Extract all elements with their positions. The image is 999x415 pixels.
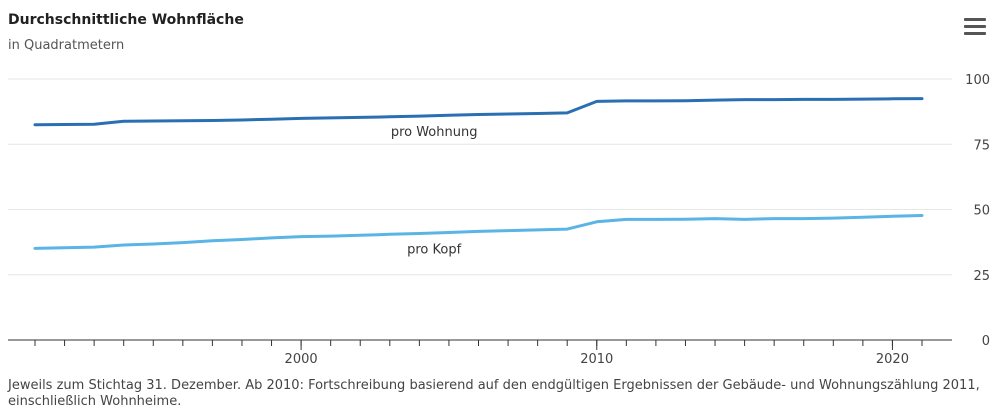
y-tick-label-75: 75: [973, 138, 990, 153]
x-tick-label-2000: 2000: [285, 352, 318, 367]
line-chart: 2000 2010 2020 0 25 50 75 100 pro Wohnung pro K…: [8, 73, 990, 367]
series-line-pro-wohnung: [33, 97, 924, 127]
footnote: Jeweils zum Stichtag 31. Dezember. Ab 20…: [8, 378, 980, 409]
series-line-pro-kopf: [33, 214, 924, 250]
y-tick-label-100: 100: [965, 73, 990, 88]
chart-title: Durchschnittliche Wohnfläche: [8, 12, 244, 28]
y-tick-label-0: 0: [982, 334, 990, 349]
x-axis: 2000 2010 2020: [8, 339, 952, 367]
series-label-pro-wohnung: pro Wohnung: [391, 125, 478, 140]
series-lines: [33, 97, 924, 250]
series-label-pro-kopf: pro Kopf: [407, 242, 461, 257]
hamburger-menu-icon[interactable]: [964, 18, 986, 36]
y-axis: 0 25 50 75 100: [965, 73, 990, 349]
y-tick-label-50: 50: [973, 204, 990, 219]
x-tick-label-2010: 2010: [580, 352, 613, 367]
x-tick-label-2020: 2020: [876, 352, 909, 367]
grid-lines: [8, 78, 952, 276]
series-labels: pro Wohnung pro Kopf: [391, 125, 478, 257]
y-tick-label-25: 25: [973, 269, 990, 284]
chart-subtitle: in Quadratmetern: [8, 38, 125, 53]
